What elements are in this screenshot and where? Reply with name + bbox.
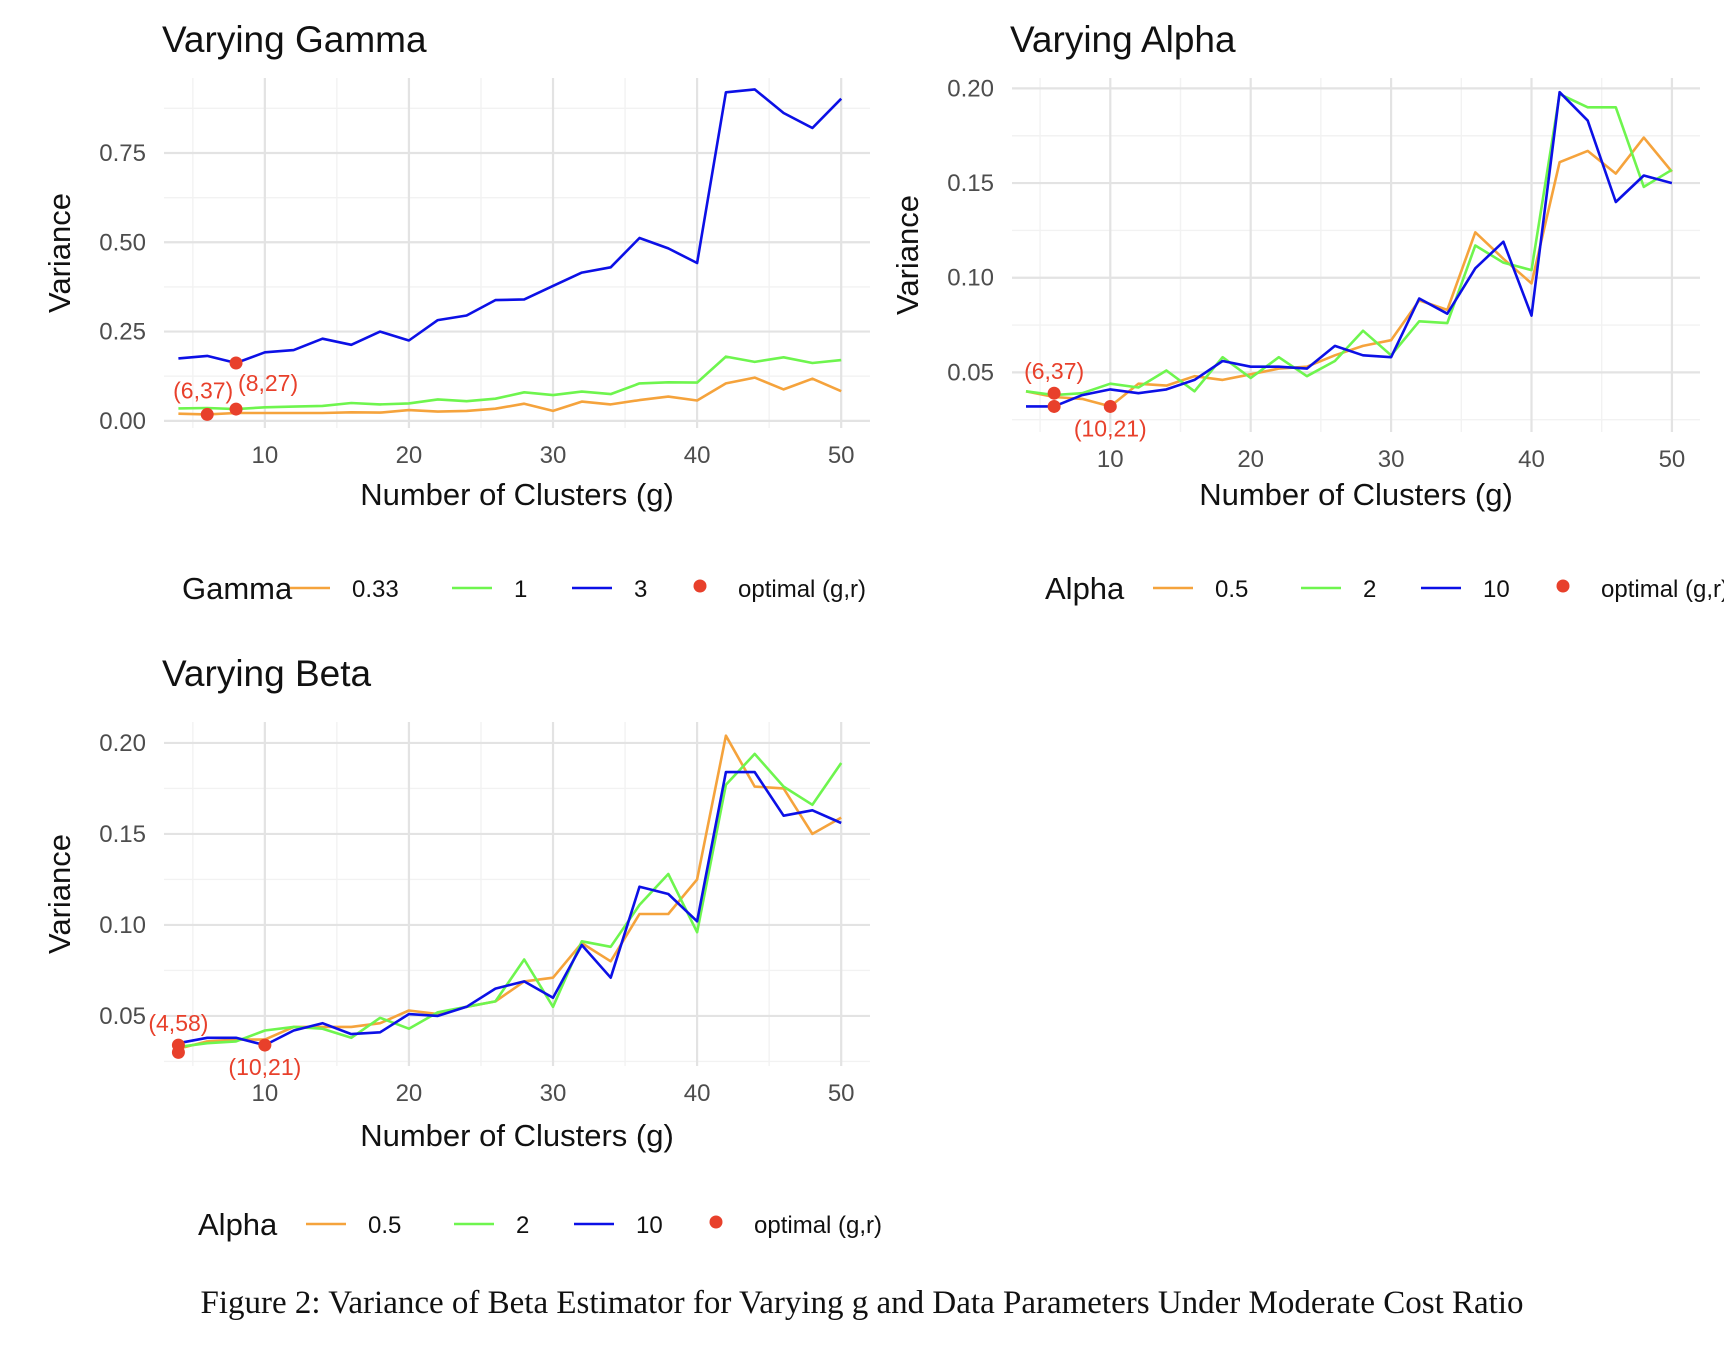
x-tick-label: 50 — [1659, 446, 1686, 473]
optimal-point-label: (10,21) — [1074, 415, 1147, 441]
y-tick-label: 0.05 — [947, 359, 994, 386]
legend-label: 2 — [516, 1212, 529, 1239]
chart-panel-2: Varying Alpha 10 20 30 40 50 0.05 0.10 0.15 0.20 N… — [890, 19, 1724, 606]
optimal-point — [1047, 386, 1061, 400]
x-tick-label: 10 — [252, 442, 279, 469]
legend-label: 0.33 — [352, 576, 399, 603]
optimal-point — [1047, 399, 1061, 413]
x-tick-label: 30 — [540, 442, 567, 469]
x-tick-label: 20 — [396, 442, 423, 469]
grid — [164, 78, 870, 428]
y-tick-label: 0.20 — [99, 730, 146, 757]
y-tick-label: 0.20 — [947, 75, 994, 102]
legend-title: Alpha — [1045, 571, 1125, 606]
x-tick-label: 10 — [252, 1080, 279, 1107]
y-tick-label: 0.05 — [99, 1003, 146, 1030]
x-axis-label: Number of Clusters (g) — [360, 477, 674, 512]
y-tick-label: 0.75 — [99, 140, 146, 167]
series-line-0.5 — [1025, 136, 1673, 408]
chart-title: Varying Alpha — [1010, 19, 1236, 60]
legend: Gamma 0.33 1 3 optimal (g,r) — [182, 571, 866, 606]
x-tick-label: 30 — [1378, 446, 1405, 473]
legend-key-point — [709, 1215, 723, 1229]
chart-title: Varying Beta — [162, 653, 372, 694]
y-axis-label: Variance — [42, 834, 77, 954]
legend-label: 10 — [1483, 576, 1510, 603]
legend: Alpha 0.5 2 10 optimal (g,r) — [198, 1207, 882, 1242]
optimal-point-label: (8,27) — [238, 370, 298, 396]
x-tick-label: 50 — [828, 442, 855, 469]
legend: Alpha 0.5 2 10 optimal (g,r) — [1045, 571, 1724, 606]
y-tick-label: 0.10 — [947, 265, 994, 292]
legend-title: Alpha — [198, 1207, 278, 1242]
y-axis-label: Variance — [890, 195, 925, 315]
legend-label: 1 — [514, 576, 527, 603]
series-line-0.33 — [178, 376, 842, 416]
legend-key-point — [693, 579, 707, 593]
legend-label: optimal (g,r) — [1601, 576, 1724, 603]
x-tick-label: 50 — [828, 1080, 855, 1107]
series-line-10 — [178, 770, 842, 1047]
x-axis-label: Number of Clusters (g) — [1199, 477, 1513, 512]
optimal-point-label: (10,21) — [228, 1054, 301, 1080]
x-tick-label: 20 — [396, 1080, 423, 1107]
series-line-1 — [178, 355, 842, 411]
chart-title: Varying Gamma — [162, 19, 427, 60]
optimal-point — [229, 356, 243, 370]
legend-label: 0.5 — [1215, 576, 1248, 603]
y-tick-label: 0.15 — [947, 170, 994, 197]
x-tick-label: 10 — [1097, 446, 1124, 473]
legend-label: 2 — [1363, 576, 1376, 603]
legend-key-point — [1556, 579, 1570, 593]
y-axis-label: Variance — [42, 193, 77, 313]
x-tick-label: 20 — [1237, 446, 1264, 473]
legend-title: Gamma — [182, 571, 293, 606]
optimal-point — [229, 402, 243, 416]
series-line-2 — [178, 752, 843, 1049]
x-tick-label: 40 — [1518, 446, 1545, 473]
x-tick-label: 30 — [540, 1080, 567, 1107]
grid — [164, 722, 870, 1066]
series-line-0.5 — [178, 734, 842, 1050]
optimal-point — [200, 407, 214, 421]
series-line-3 — [178, 88, 843, 365]
figure-caption: Figure 2: Variance of Beta Estimator for… — [200, 1285, 1524, 1321]
x-axis-label: Number of Clusters (g) — [360, 1118, 674, 1153]
x-tick-label: 40 — [684, 1080, 711, 1107]
legend-label: optimal (g,r) — [754, 1212, 882, 1239]
x-tick-label: 40 — [684, 442, 711, 469]
optimal-point — [258, 1038, 272, 1052]
legend-label: 10 — [636, 1212, 663, 1239]
y-tick-label: 0.50 — [99, 229, 146, 256]
y-tick-label: 0.00 — [99, 408, 146, 435]
y-tick-label: 0.25 — [99, 319, 146, 346]
optimal-point-label: (6,37) — [173, 377, 233, 403]
legend-label: optimal (g,r) — [738, 576, 866, 603]
grid — [1012, 78, 1700, 432]
y-tick-label: 0.15 — [99, 821, 146, 848]
series-line-10 — [1026, 90, 1673, 408]
chart-panel-3: Varying Beta 10 20 30 40 50 0.05 0.10 0.15 0.20 Nu… — [42, 653, 882, 1242]
legend-label: 0.5 — [368, 1212, 401, 1239]
optimal-point — [1103, 399, 1117, 413]
y-tick-label: 0.10 — [99, 912, 146, 939]
optimal-point-label: (4,58) — [148, 1010, 208, 1036]
chart-panel-1: Varying Gamma 10 20 30 40 50 0.00 0.25 0.50 0.75 N… — [42, 19, 870, 606]
optimal-point-label: (6,37) — [1024, 358, 1084, 384]
legend-label: 3 — [634, 576, 647, 603]
optimal-point — [171, 1045, 185, 1059]
